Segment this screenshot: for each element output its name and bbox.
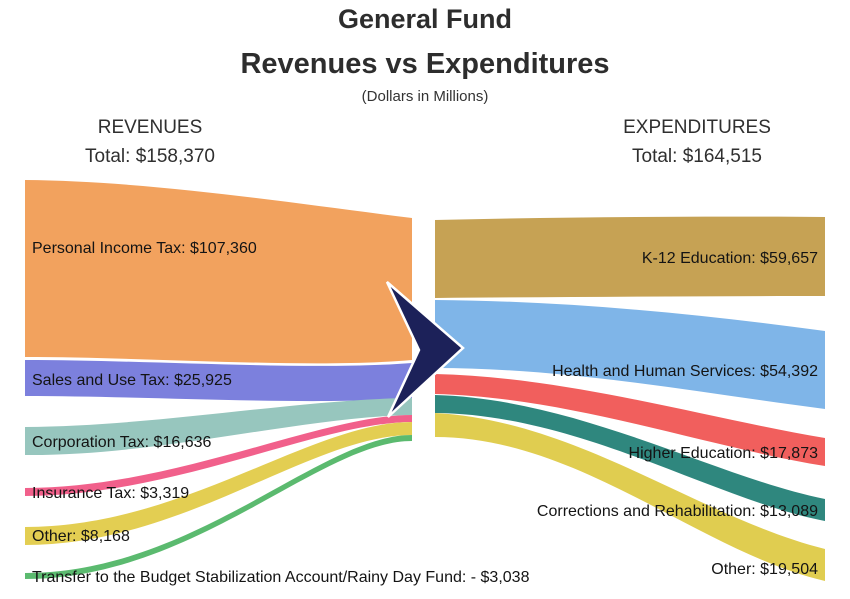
label-other-revenue: Other: $8,168 (32, 528, 130, 545)
flow-personal-income-tax (25, 180, 412, 364)
label-health-human-services: Health and Human Services: $54,392 (552, 363, 818, 380)
flow-health-human-services (435, 300, 825, 409)
label-corporation-tax: Corporation Tax: $16,636 (32, 434, 211, 451)
chart-title-line2: Revenues vs Expenditures (240, 48, 609, 80)
flow-corrections-rehabilitation (435, 395, 825, 521)
label-personal-income-tax: Personal Income Tax: $107,360 (32, 240, 257, 257)
flow-other-expenditure (435, 413, 825, 581)
label-other-expenditure: Other: $19,504 (711, 561, 818, 578)
chart-subtitle: (Dollars in Millions) (362, 88, 489, 105)
flow-other-revenue (25, 422, 412, 545)
label-sales-and-use-tax: Sales and Use Tax: $25,925 (32, 372, 232, 389)
label-rainy-day-transfer: Transfer to the Budget Stabilization Acc… (32, 569, 530, 586)
label-k12-education: K-12 Education: $59,657 (642, 250, 818, 267)
revenues-total: Total: $158,370 (85, 146, 215, 167)
label-corrections-rehabilitation: Corrections and Rehabilitation: $13,089 (537, 503, 818, 520)
revenues-header: REVENUES (98, 117, 203, 138)
flow-insurance-tax (25, 415, 412, 496)
expenditures-header: EXPENDITURES (623, 117, 771, 138)
flow-corporation-tax (25, 398, 412, 456)
flow-higher-education (435, 374, 825, 466)
label-insurance-tax: Insurance Tax: $3,319 (32, 485, 189, 502)
flow-rainy-day-transfer (25, 435, 412, 579)
label-higher-education: Higher Education: $17,873 (629, 445, 819, 462)
chart-title-line1: General Fund (338, 4, 512, 34)
expenditures-total: Total: $164,515 (632, 146, 762, 167)
flow-arrow-icon (385, 281, 465, 418)
flow-k12-education (435, 216, 825, 298)
flow-sales-and-use-tax (25, 360, 412, 402)
